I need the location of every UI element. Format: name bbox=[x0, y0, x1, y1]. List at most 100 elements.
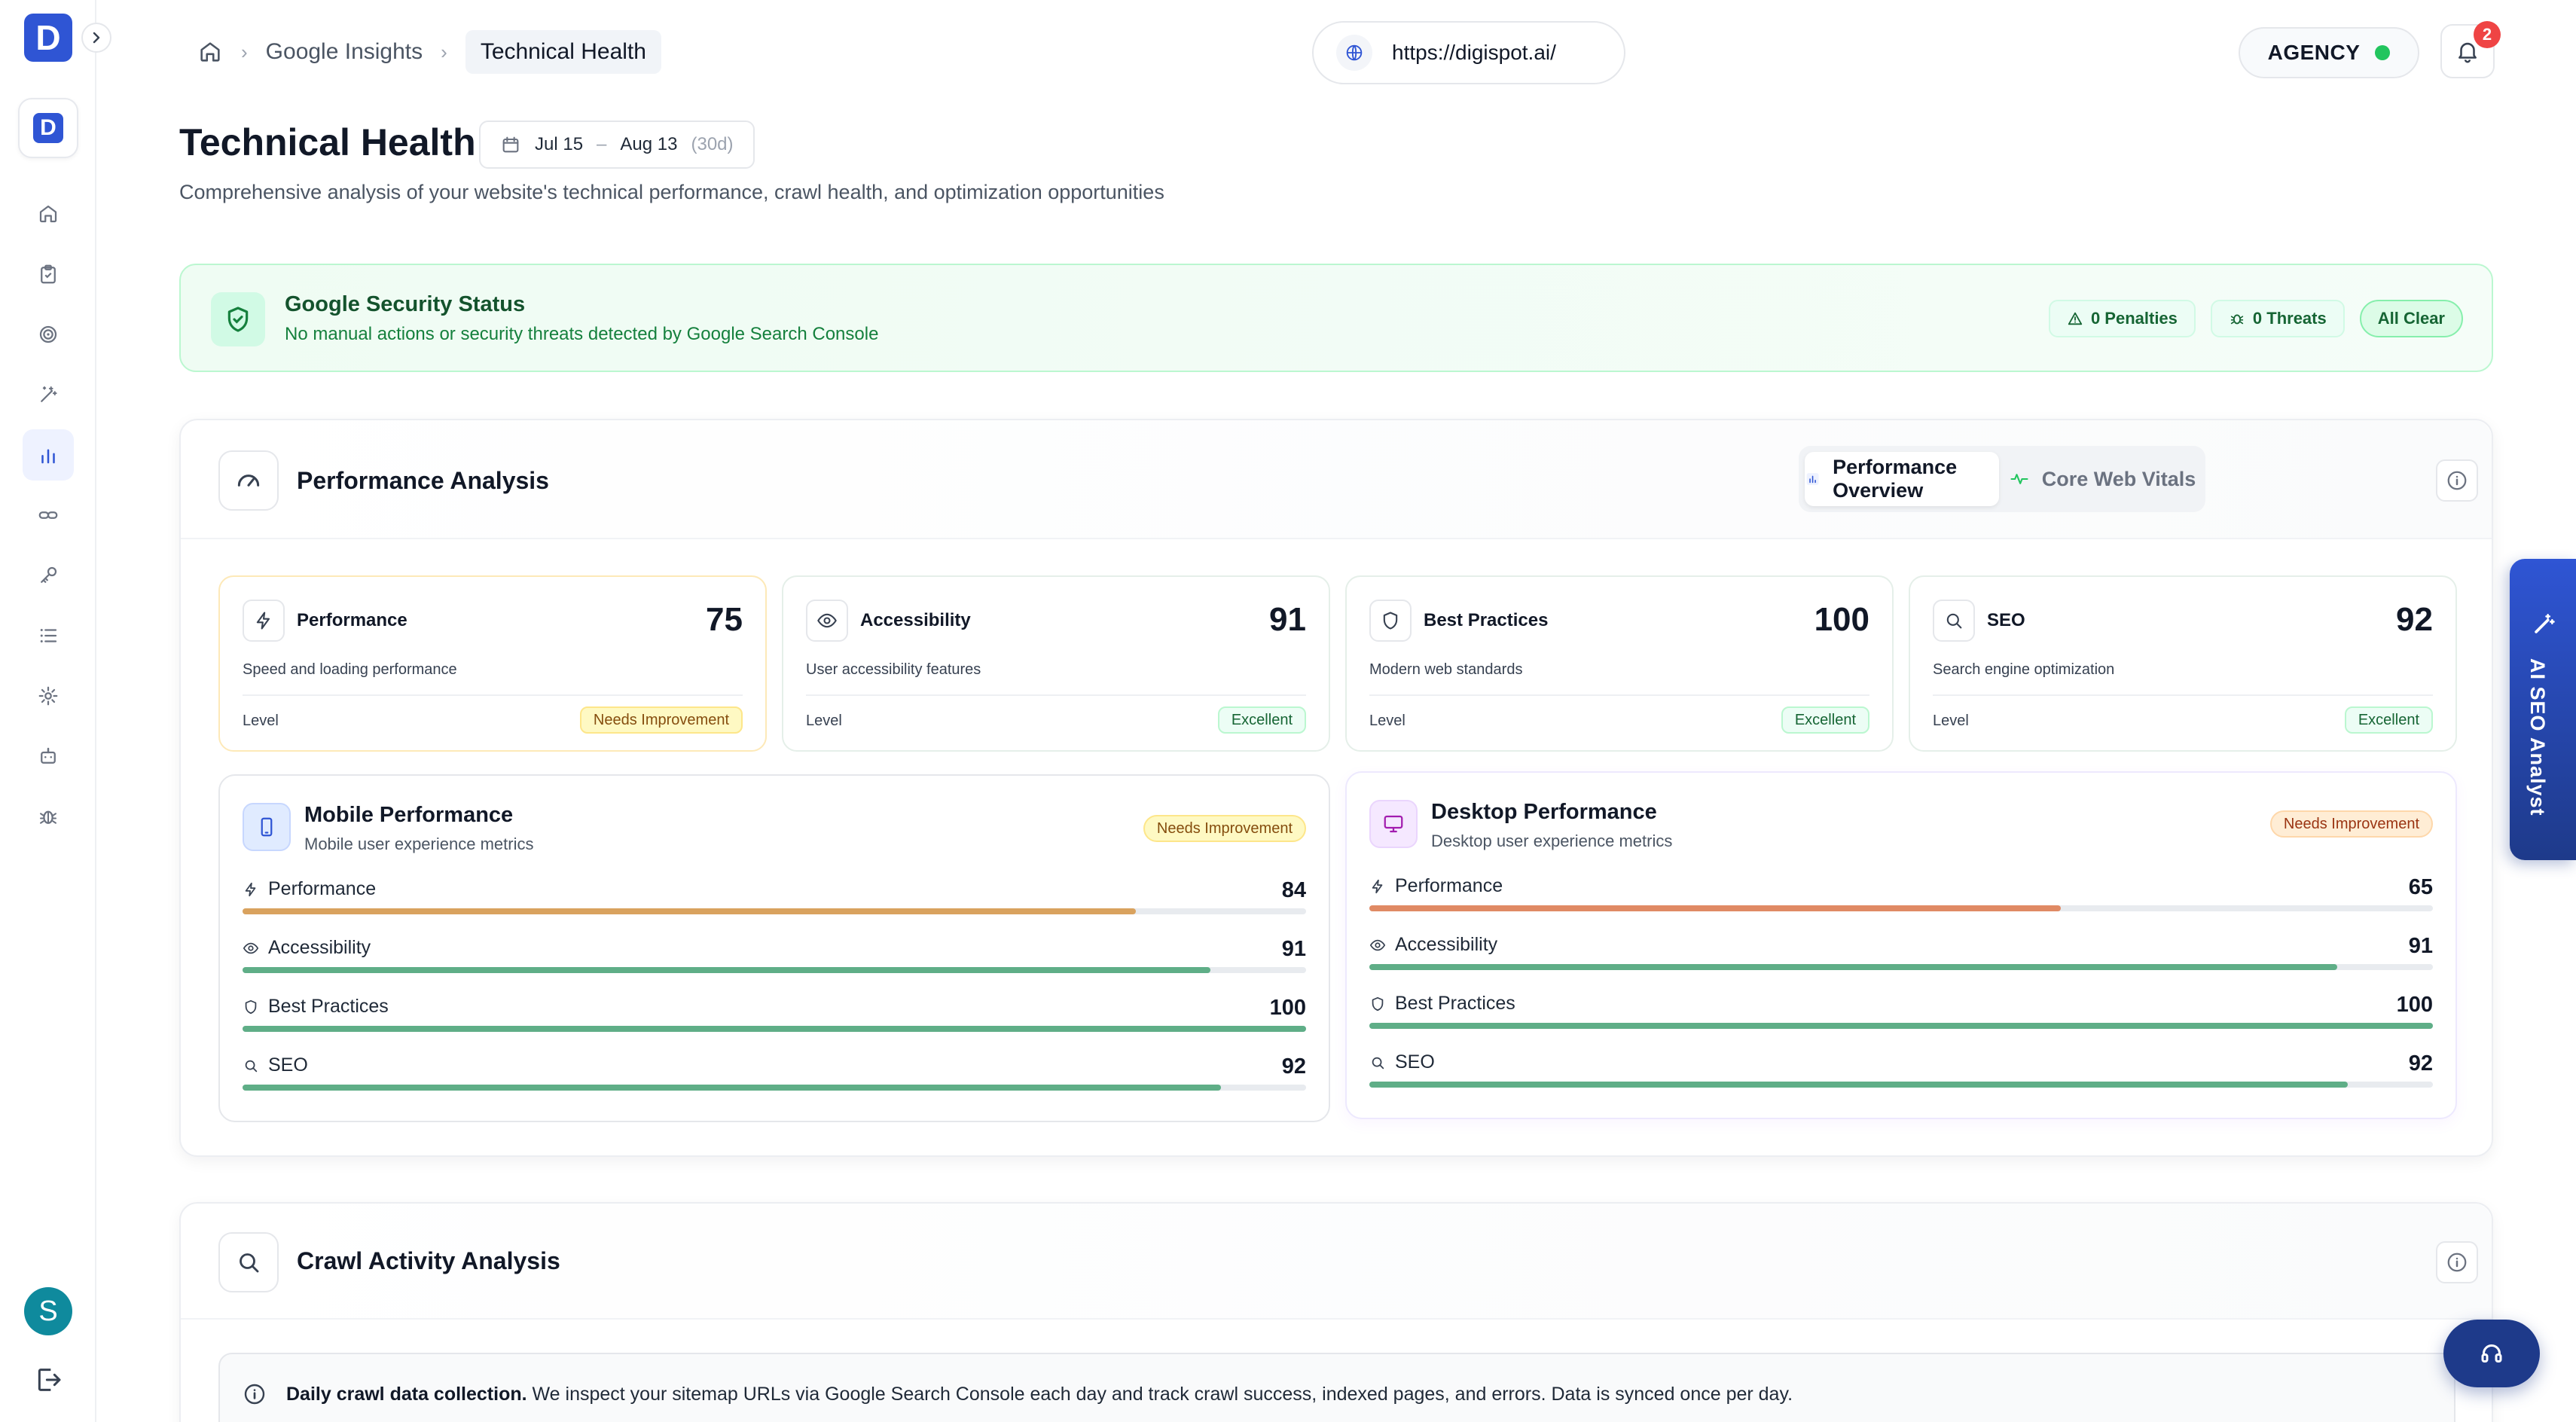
mobile-card-title: Mobile Performance bbox=[304, 803, 514, 827]
metric-value: 91 bbox=[2408, 934, 2433, 958]
bug-icon bbox=[40, 810, 56, 824]
metric-label: Best Practices bbox=[268, 996, 389, 1017]
shield-icon bbox=[245, 999, 257, 1014]
headset-icon bbox=[2481, 1344, 2502, 1362]
ai-tab-label: AI SEO Analyst bbox=[2526, 658, 2549, 816]
progress-fill bbox=[243, 1026, 1306, 1032]
status-badge: Needs Improvement bbox=[1143, 815, 1306, 842]
shield-check-icon bbox=[211, 292, 265, 346]
search-icon bbox=[1933, 600, 1975, 642]
divider bbox=[806, 694, 1306, 696]
workspace-switcher[interactable]: D bbox=[18, 98, 78, 158]
status-dot-icon bbox=[2375, 45, 2391, 60]
sidebar-item-automation[interactable] bbox=[23, 731, 74, 782]
sidebar-expand-button[interactable] bbox=[81, 23, 111, 53]
progress-fill bbox=[1369, 1082, 2349, 1088]
magic-wand-icon bbox=[41, 386, 57, 402]
status-badge: Needs Improvement bbox=[2269, 810, 2433, 838]
user-avatar[interactable]: S bbox=[24, 1287, 72, 1335]
score-card-performance[interactable]: Performance 75 Speed and loading perform… bbox=[218, 575, 767, 752]
notice-bold: Daily crawl data collection. bbox=[286, 1383, 527, 1405]
status-badge: Needs Improvement bbox=[579, 706, 743, 734]
score-description: User accessibility features bbox=[806, 661, 981, 678]
ai-seo-analyst-tab[interactable]: AI SEO Analyst bbox=[2510, 559, 2576, 860]
desktop-metric-best-practices: Best Practices 100 bbox=[1369, 993, 2433, 1045]
shield-icon bbox=[1372, 996, 1384, 1011]
sidebar-item-settings[interactable] bbox=[23, 670, 74, 722]
progress-fill bbox=[243, 967, 1210, 973]
score-label: Accessibility bbox=[860, 610, 971, 630]
info-button[interactable] bbox=[2436, 459, 2478, 502]
metric-value: 92 bbox=[1281, 1054, 1306, 1079]
divider bbox=[243, 694, 743, 696]
metric-label: Accessibility bbox=[268, 937, 371, 958]
breadcrumb-link-google-insights[interactable]: Google Insights bbox=[265, 39, 423, 64]
notice-text: Daily crawl data collection. We inspect … bbox=[286, 1384, 1793, 1405]
notifications-button[interactable]: 2 bbox=[2440, 21, 2501, 78]
desktop-card-title: Desktop Performance bbox=[1431, 800, 1657, 824]
mobile-metric-best-practices: Best Practices 100 bbox=[243, 996, 1306, 1048]
crawl-activity-panel: Crawl Activity Analysis Daily crawl data… bbox=[179, 1202, 2493, 1422]
tab-core-web-vitals[interactable]: Core Web Vitals bbox=[2005, 452, 2199, 506]
info-button[interactable] bbox=[2436, 1241, 2478, 1283]
score-description: Search engine optimization bbox=[1933, 661, 2115, 678]
logout-icon[interactable] bbox=[33, 1365, 63, 1395]
key-icon bbox=[41, 566, 57, 583]
sidebar-item-debug[interactable] bbox=[23, 791, 74, 842]
breadcrumb-separator-icon: › bbox=[241, 40, 248, 63]
desktop-metric-seo: SEO 92 bbox=[1369, 1051, 2433, 1104]
site-url-selector[interactable]: https://digispot.ai/ bbox=[1312, 21, 1625, 84]
progress-track bbox=[243, 1085, 1306, 1091]
sidebar-item-keywords[interactable] bbox=[23, 550, 74, 601]
sidebar-item-tasks[interactable] bbox=[23, 249, 74, 300]
home-icon[interactable] bbox=[197, 39, 223, 65]
sidebar-item-links[interactable] bbox=[23, 490, 74, 541]
date-span: (30d) bbox=[691, 134, 734, 154]
app-logo[interactable]: D bbox=[24, 14, 72, 62]
score-description: Speed and loading performance bbox=[243, 661, 457, 678]
breadcrumb-current: Technical Health bbox=[465, 30, 661, 74]
mobile-metric-accessibility: Accessibility 91 bbox=[243, 937, 1306, 990]
score-card-accessibility[interactable]: Accessibility 91 User accessibility feat… bbox=[782, 575, 1330, 752]
metric-label: Performance bbox=[268, 878, 377, 899]
score-card-best-practices[interactable]: Best Practices 100 Modern web standards … bbox=[1345, 575, 1894, 752]
divider bbox=[1369, 694, 1869, 696]
gauge-icon bbox=[218, 450, 279, 511]
progress-track bbox=[1369, 964, 2433, 970]
progress-fill bbox=[243, 1085, 1222, 1091]
plan-badge[interactable]: AGENCY bbox=[2239, 27, 2419, 78]
desktop-metric-accessibility: Accessibility 91 bbox=[1369, 934, 2433, 987]
target-icon bbox=[39, 325, 57, 343]
security-badges: 0 Penalties 0 Threats All Clear bbox=[2048, 300, 2463, 337]
sidebar-item-home[interactable] bbox=[23, 188, 74, 240]
robot-icon bbox=[41, 747, 56, 764]
sidebar-item-ai-tools[interactable] bbox=[23, 369, 74, 420]
notification-count-badge: 2 bbox=[2474, 21, 2501, 48]
score-label: SEO bbox=[1987, 610, 2025, 630]
sidebar-nav bbox=[23, 188, 74, 851]
info-icon bbox=[244, 1384, 265, 1405]
site-url: https://digispot.ai/ bbox=[1392, 41, 1556, 64]
bug-icon bbox=[2230, 314, 2244, 325]
score-card-seo[interactable]: SEO 92 Search engine optimization Level … bbox=[1909, 575, 2457, 752]
search-icon bbox=[245, 1060, 258, 1072]
warning-triangle-icon bbox=[2068, 312, 2083, 325]
date-separator: – bbox=[597, 134, 607, 154]
metric-label: SEO bbox=[1395, 1051, 1435, 1073]
sidebar-item-reports[interactable] bbox=[23, 610, 74, 661]
sidebar-item-goals[interactable] bbox=[23, 309, 74, 360]
progress-track bbox=[1369, 1023, 2433, 1029]
metric-label: Performance bbox=[1395, 875, 1503, 896]
progress-track bbox=[1369, 905, 2433, 911]
tab-performance-overview[interactable]: Performance Overview bbox=[1805, 452, 1999, 506]
page-subtitle: Comprehensive analysis of your website's… bbox=[179, 181, 1164, 203]
support-chat-button[interactable] bbox=[2443, 1320, 2540, 1387]
level-label: Level bbox=[243, 713, 279, 729]
date-range-picker[interactable]: Jul 15 – Aug 13 (30d) bbox=[479, 121, 755, 169]
bar-chart-icon bbox=[41, 449, 55, 464]
all-clear-badge: All Clear bbox=[2359, 300, 2463, 337]
lightning-icon bbox=[1372, 879, 1383, 893]
sidebar-item-insights[interactable] bbox=[23, 429, 74, 481]
search-icon bbox=[1372, 1057, 1384, 1069]
progress-fill bbox=[1369, 905, 2061, 911]
